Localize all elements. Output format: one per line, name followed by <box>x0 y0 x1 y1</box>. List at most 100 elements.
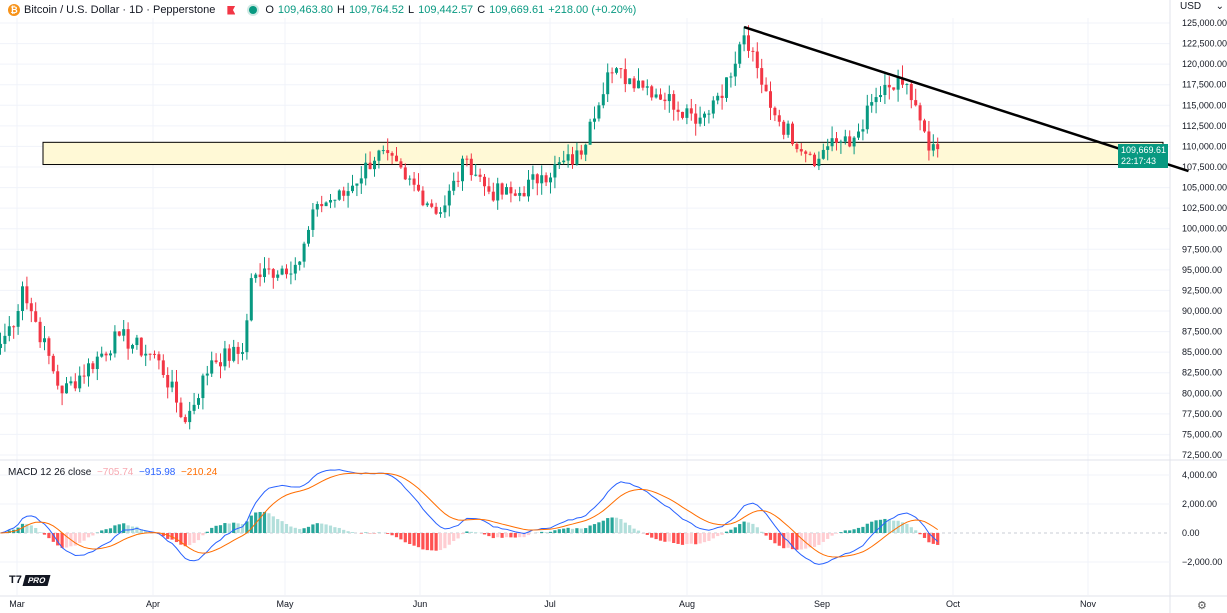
macd-histogram-bar <box>672 533 676 544</box>
candle-body <box>659 94 662 100</box>
macd-histogram-bar <box>144 530 148 533</box>
candle-body <box>183 417 187 423</box>
candle-body <box>223 348 227 367</box>
macd-histogram-bar <box>592 524 597 533</box>
candle-body <box>887 84 891 88</box>
candle-body <box>452 180 456 191</box>
macd-histogram-bar <box>931 533 935 544</box>
candle-body <box>408 178 412 180</box>
macd-histogram-bar <box>830 533 834 536</box>
macd-histogram-bar <box>293 527 297 533</box>
candle-body <box>104 353 108 356</box>
x-tick-label: Aug <box>679 599 695 609</box>
candle-body <box>883 84 887 96</box>
currency-select[interactable]: USD ⌄ <box>1180 1 1224 13</box>
x-tick-label: Sep <box>814 599 830 609</box>
close-label: C <box>477 4 486 16</box>
candle-body <box>513 193 517 196</box>
macd-histogram-bar <box>839 532 843 533</box>
macd-histogram-bar <box>870 521 874 533</box>
macd-histogram-bar <box>843 530 847 533</box>
x-tick-label: Oct <box>946 599 961 609</box>
candle-body <box>870 102 874 106</box>
settings-icon[interactable]: ⚙ <box>1197 600 1207 612</box>
candle-body <box>21 286 24 311</box>
candle-body <box>804 151 808 154</box>
macd-histogram-bar <box>795 533 799 550</box>
candle-body <box>676 109 680 112</box>
macd-histogram-bar <box>729 529 733 533</box>
candle-body <box>584 144 588 155</box>
candle-body <box>258 274 262 278</box>
y-tick-label: 100,000.00 <box>1182 224 1227 234</box>
macd-histogram-bar <box>619 519 623 533</box>
candle-body <box>236 346 240 354</box>
candle-body <box>311 209 315 230</box>
macd-histogram-bar <box>201 533 205 536</box>
candle-body <box>456 180 460 182</box>
macd-histogram-bar <box>183 533 187 547</box>
macd-histogram-bar <box>865 523 869 533</box>
macd-histogram-bar <box>100 530 104 533</box>
candle-body <box>518 192 522 196</box>
macd-histogram-bar <box>25 523 29 533</box>
candle-body <box>487 186 491 192</box>
y-tick-label: 85,000.00 <box>1182 347 1222 357</box>
macd-histogram-bar <box>584 528 588 533</box>
macd-histogram-bar <box>887 519 891 533</box>
macd-histogram-bar <box>905 523 909 533</box>
candle-body <box>667 94 671 102</box>
macd-histogram-bar <box>487 533 491 537</box>
macd-histogram-bar <box>346 531 350 533</box>
candle-body <box>694 113 698 124</box>
macd-histogram-bar <box>566 527 570 533</box>
candle-body <box>522 192 526 197</box>
candle-body <box>12 326 16 328</box>
macd-histogram-bar <box>927 533 931 543</box>
symbol-title[interactable]: Bitcoin / U.S. Dollar · 1D · Pepperstone <box>24 4 216 16</box>
candle-body <box>175 381 178 403</box>
candle-body <box>535 174 539 184</box>
y-tick-label: 77,500.00 <box>1182 409 1222 419</box>
macd-histogram-bar <box>676 533 680 544</box>
macd-histogram-bar <box>443 533 447 549</box>
candle-body <box>650 86 654 98</box>
macd-histogram-bar <box>812 533 817 547</box>
macd-histogram-bar <box>412 533 416 546</box>
candle-body <box>399 161 403 168</box>
candle-body <box>738 44 742 64</box>
macd-histogram-bar <box>386 533 390 534</box>
y-tick-label: 117,500.00 <box>1182 80 1226 90</box>
macd-histogram-bar <box>570 528 575 533</box>
macd-histogram-bar <box>324 524 328 533</box>
macd-value: −915.98 <box>138 467 176 478</box>
candle-body <box>799 149 803 152</box>
macd-histogram-bar <box>883 518 887 533</box>
candle-body <box>16 311 20 327</box>
candle-body <box>51 355 55 372</box>
candle-body <box>469 158 473 176</box>
candle-body <box>527 179 530 197</box>
candle-body <box>645 86 649 88</box>
macd-histogram-bar <box>38 532 42 533</box>
candle-body <box>403 167 407 180</box>
macd-histogram-bar <box>610 517 614 533</box>
macd-histogram-bar <box>575 528 579 533</box>
macd-histogram-bar <box>179 533 183 545</box>
candle-body <box>227 348 231 361</box>
macd-histogram-bar <box>223 523 227 533</box>
macd-histogram-bar <box>782 533 786 549</box>
macd-legend[interactable]: MACD 12 26 close −705.74 −915.98 −210.24 <box>8 467 217 478</box>
macd-histogram-bar <box>452 533 456 542</box>
candle-body <box>478 174 482 177</box>
flag-icon[interactable] <box>227 5 236 15</box>
macd-histogram-bar <box>606 518 610 533</box>
macd-histogram-bar <box>51 533 55 542</box>
macd-histogram-bar <box>342 529 346 533</box>
candle-body <box>390 153 394 156</box>
candle-body <box>601 94 605 106</box>
candle-body <box>56 371 60 386</box>
candle-body <box>421 190 425 206</box>
tradingview-logo[interactable]: T7 PRO <box>9 574 51 586</box>
